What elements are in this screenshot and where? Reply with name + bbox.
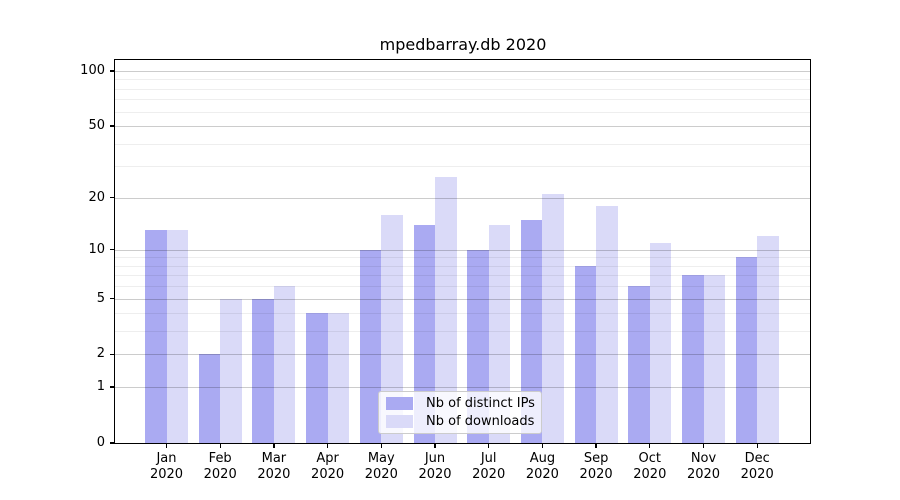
plot-area-frame [114, 59, 811, 444]
y-tick-label: 10 [88, 241, 105, 257]
x-tick-label: Feb 2020 [203, 451, 237, 482]
y-tick-label: 5 [96, 290, 105, 306]
legend-label: Nb of downloads [426, 414, 535, 429]
x-tick-label: May 2020 [364, 451, 398, 482]
chart-title: mpedbarray.db 2020 [379, 35, 547, 54]
x-tick-label: Jun 2020 [418, 451, 452, 482]
legend-swatch-distinct-ips [386, 397, 413, 410]
legend-row: Nb of downloads [386, 414, 534, 429]
x-tick-label: Aug 2020 [525, 451, 559, 482]
y-tick-label: 100 [80, 63, 105, 78]
legend-row: Nb of distinct IPs [386, 396, 535, 411]
x-tick-label: Jul 2020 [472, 451, 506, 482]
y-tick-label: 0 [96, 435, 105, 450]
y-tick-label: 50 [88, 118, 105, 134]
x-tick-label: Jan 2020 [149, 451, 184, 482]
x-tick-label: Apr 2020 [311, 451, 345, 482]
legend: Nb of distinct IPs Nb of downloads [378, 391, 542, 434]
x-tick-label: Mar 2020 [257, 451, 291, 482]
legend-swatch-downloads [386, 415, 413, 428]
x-tick-label: Oct 2020 [633, 451, 667, 482]
y-tick-label: 2 [96, 346, 105, 362]
legend-label: Nb of distinct IPs [426, 396, 535, 411]
y-tick-label: 1 [96, 379, 105, 395]
x-tick-label: Sep 2020 [579, 451, 613, 482]
x-tick-label: Nov 2020 [686, 451, 721, 482]
x-tick-label: Dec 2020 [740, 451, 774, 482]
y-tick-label: 20 [88, 189, 105, 205]
